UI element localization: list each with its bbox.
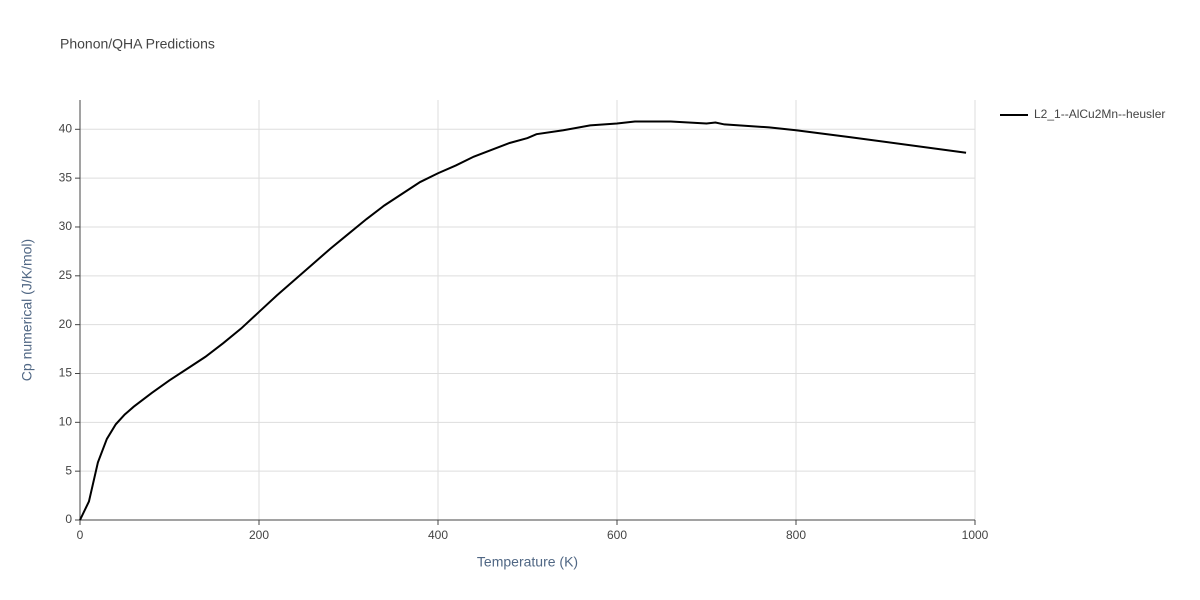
y-tick-label: 10	[59, 414, 73, 428]
y-tick-label: 40	[59, 121, 73, 135]
x-tick-label: 1000	[962, 528, 989, 542]
x-tick-label: 800	[786, 528, 806, 542]
y-tick-label: 5	[65, 463, 72, 477]
x-tick-label: 600	[607, 528, 627, 542]
chart-title: Phonon/QHA Predictions	[60, 36, 215, 52]
y-tick-label: 30	[59, 219, 73, 233]
x-tick-label: 200	[249, 528, 269, 542]
y-tick-label: 20	[59, 317, 73, 331]
legend-label: L2_1--AlCu2Mn--heusler	[1034, 107, 1165, 121]
x-axis-title: Temperature (K)	[477, 554, 578, 570]
line	[79, 120, 967, 521]
x-tick-label: 0	[77, 528, 84, 542]
y-tick-label: 25	[59, 268, 73, 282]
y-tick-label: 35	[59, 170, 73, 184]
y-tick-label: 15	[59, 366, 73, 380]
y-tick-label: 0	[65, 512, 72, 526]
x-tick-label: 400	[428, 528, 448, 542]
y-axis-title: Cp numerical (J/K/mol)	[19, 239, 35, 381]
